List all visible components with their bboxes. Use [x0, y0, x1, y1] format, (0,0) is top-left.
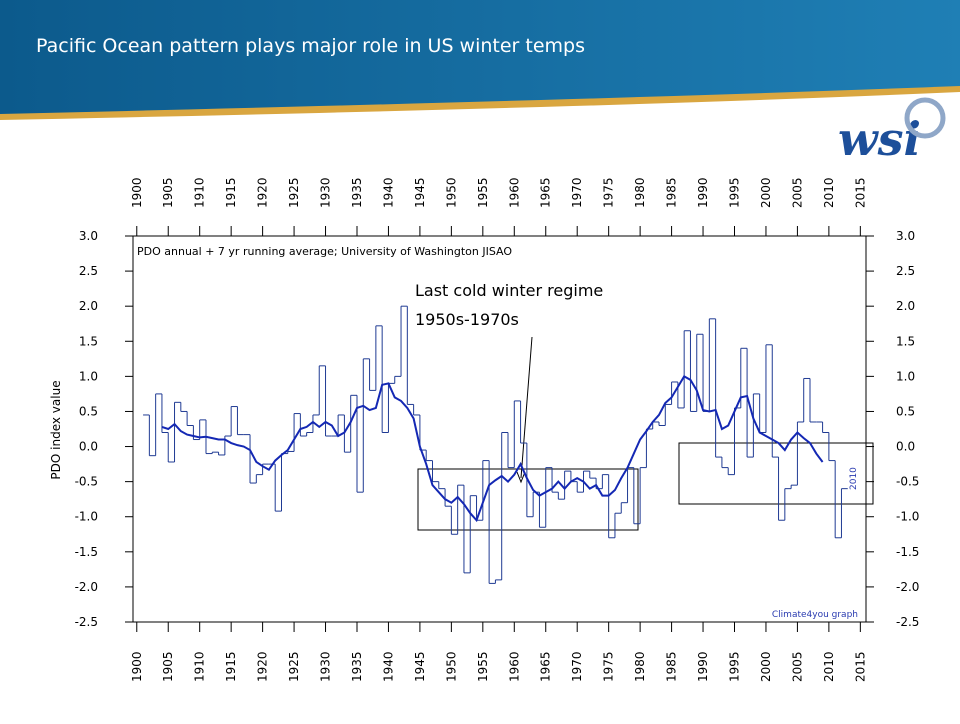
- y-tick-label: 0.5: [896, 404, 915, 418]
- x-tick-label: 1995: [728, 651, 742, 682]
- x-tick-label: 2000: [759, 651, 773, 682]
- y-tick-label: -2.0: [75, 580, 98, 594]
- y-tick-label: 1.0: [79, 369, 98, 383]
- y-tick-label: 1.5: [79, 334, 98, 348]
- x-tick-label: 1965: [539, 651, 553, 682]
- x-tick-label: 1970: [570, 177, 584, 208]
- x-tick-label: 2015: [853, 651, 867, 682]
- y-tick-label: 0.0: [79, 440, 98, 454]
- x-tick-label: 1925: [287, 177, 301, 208]
- x-tick-label: 2005: [790, 651, 804, 682]
- x-tick-label: 2005: [790, 177, 804, 208]
- y-tick-label: 3.0: [79, 229, 98, 243]
- y-tick-label: -0.5: [896, 475, 919, 489]
- x-tick-label: 1980: [633, 177, 647, 208]
- x-tick-label: 1990: [696, 651, 710, 682]
- y-tick-label: -1.0: [75, 510, 98, 524]
- y-tick-label: 0.5: [79, 404, 98, 418]
- x-tick-label: 2015: [853, 177, 867, 208]
- x-tick-label: 1900: [130, 177, 144, 208]
- x-tick-label: 1910: [193, 651, 207, 682]
- annotation: Last cold winter regime: [415, 281, 603, 300]
- y-tick-label: 2.0: [79, 299, 98, 313]
- x-tick-label: 1980: [633, 651, 647, 682]
- x-tick-label: 1960: [507, 177, 521, 208]
- x-tick-label: 1915: [224, 651, 238, 682]
- arrow: [520, 336, 533, 479]
- x-tick-label: 1935: [350, 177, 364, 208]
- running-average: [161, 375, 824, 523]
- y-tick-label: 1.0: [896, 369, 915, 383]
- x-tick-label: 1955: [476, 651, 490, 682]
- x-tick-label: 1910: [193, 177, 207, 208]
- slide-title: Pacific Ocean pattern plays major role i…: [36, 35, 585, 57]
- plot-frame: [132, 235, 867, 623]
- y-tick-label: -0.5: [75, 475, 98, 489]
- x-tick-label: 1925: [287, 651, 301, 682]
- x-tick-label: 1905: [161, 651, 175, 682]
- x-tick-label: 1915: [224, 177, 238, 208]
- x-tick-label: 1970: [570, 651, 584, 682]
- y-tick-label: -2.5: [75, 615, 98, 629]
- x-tick-label: 1930: [319, 177, 333, 208]
- x-tick-label: 1990: [696, 177, 710, 208]
- subtitle: PDO annual + 7 yr running average; Unive…: [137, 245, 512, 258]
- x-tick-label: 1985: [665, 177, 679, 208]
- x-tick-label: 1905: [161, 177, 175, 208]
- x-tick-label: 1920: [256, 177, 270, 208]
- regime-box: [417, 468, 639, 531]
- x-tick-label: 1940: [381, 177, 395, 208]
- header-band: [0, 0, 960, 114]
- y-tick-label: -2.0: [896, 580, 919, 594]
- annotation: 1950s-1970s: [415, 310, 519, 329]
- x-tick-label: 1960: [507, 651, 521, 682]
- y-tick-label: 0.0: [896, 440, 915, 454]
- x-tick-label: 1945: [413, 651, 427, 682]
- x-tick-label: 2000: [759, 177, 773, 208]
- credit: Climate4you graph: [772, 610, 858, 620]
- x-tick-label: 1945: [413, 177, 427, 208]
- x-tick-label: 1950: [444, 651, 458, 682]
- x-tick-label: 1975: [602, 177, 616, 208]
- y-tick-label: 3.0: [896, 229, 915, 243]
- y-tick-label: -2.5: [896, 615, 919, 629]
- y-tick-label: 2.0: [896, 299, 915, 313]
- x-tick-label: 1900: [130, 651, 144, 682]
- y-tick-label: 2.5: [79, 264, 98, 278]
- x-tick-label: 1995: [728, 177, 742, 208]
- y-axis-label: PDO index value: [49, 380, 63, 479]
- x-tick-label: 1975: [602, 651, 616, 682]
- x-tick-label: 1940: [381, 651, 395, 682]
- x-tick-label: 1920: [256, 651, 270, 682]
- x-tick-label: 1965: [539, 177, 553, 208]
- x-tick-label: 1935: [350, 651, 364, 682]
- annotation: 2010: [849, 467, 859, 490]
- logo-swirl: [904, 97, 946, 139]
- x-tick-label: 1985: [665, 651, 679, 682]
- x-tick-label: 2010: [822, 177, 836, 208]
- regime-box: [678, 442, 874, 505]
- x-tick-label: 1955: [476, 177, 490, 208]
- y-tick-label: 1.5: [896, 334, 915, 348]
- x-tick-label: 1930: [319, 651, 333, 682]
- y-tick-label: -1.0: [896, 510, 919, 524]
- y-tick-label: -1.5: [896, 545, 919, 559]
- y-tick-label: 2.5: [896, 264, 915, 278]
- y-tick-label: -1.5: [75, 545, 98, 559]
- x-tick-label: 1950: [444, 177, 458, 208]
- arrowhead: [516, 471, 526, 484]
- x-tick-label: 2010: [822, 651, 836, 682]
